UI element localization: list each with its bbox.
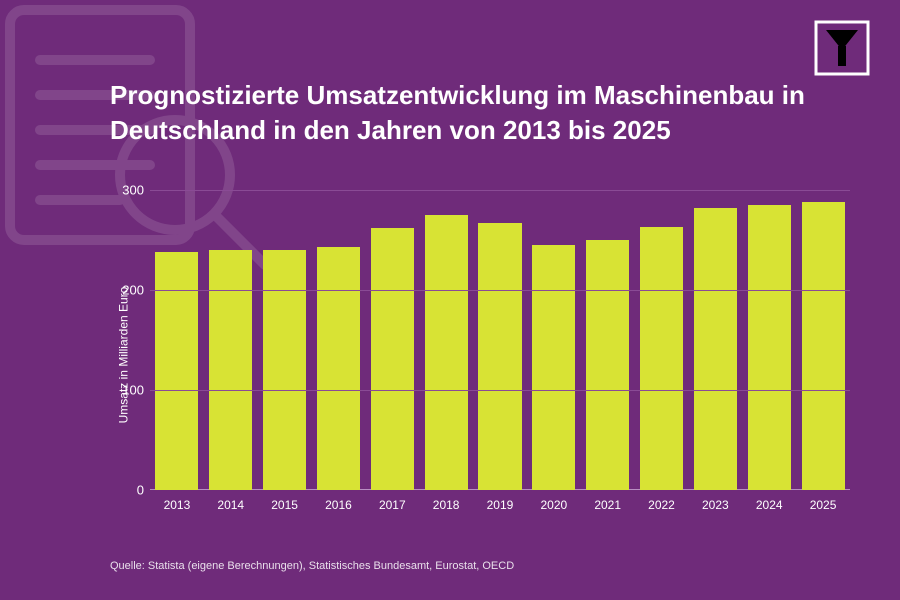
bar-slot: 2014 — [204, 190, 258, 490]
bar — [209, 250, 252, 490]
bar — [694, 208, 737, 490]
bar-slot: 2017 — [365, 190, 419, 490]
x-tick-label: 2019 — [473, 498, 527, 512]
bar — [317, 247, 360, 490]
bar-slot: 2022 — [635, 190, 689, 490]
bar — [802, 202, 845, 490]
grid-line — [150, 190, 850, 191]
bar — [425, 215, 468, 490]
bar-slot: 2016 — [312, 190, 366, 490]
bar — [748, 205, 791, 490]
bar-slot: 2020 — [527, 190, 581, 490]
bar — [263, 250, 306, 490]
bar-slot: 2021 — [581, 190, 635, 490]
x-tick-label: 2017 — [365, 498, 419, 512]
x-tick-label: 2018 — [419, 498, 473, 512]
bar — [586, 240, 629, 490]
y-tick-label: 200 — [110, 283, 144, 298]
y-axis-label: Umsatz in Milliarden Euro — [116, 287, 130, 424]
grid-line — [150, 290, 850, 291]
bar-slot: 2024 — [742, 190, 796, 490]
x-tick-label: 2021 — [581, 498, 635, 512]
y-tick-label: 100 — [110, 383, 144, 398]
x-tick-label: 2013 — [150, 498, 204, 512]
x-tick-label: 2024 — [742, 498, 796, 512]
bar — [371, 228, 414, 490]
x-tick-label: 2022 — [635, 498, 689, 512]
x-tick-label: 2025 — [796, 498, 850, 512]
bar-slot: 2018 — [419, 190, 473, 490]
bar-slot: 2015 — [258, 190, 312, 490]
bars-container: 2013201420152016201720182019202020212022… — [150, 190, 850, 490]
bar — [532, 245, 575, 490]
y-tick-label: 0 — [110, 483, 144, 498]
bar-slot: 2013 — [150, 190, 204, 490]
bar-slot: 2025 — [796, 190, 850, 490]
y-tick-label: 300 — [110, 183, 144, 198]
grid-line — [150, 390, 850, 391]
x-tick-label: 2023 — [688, 498, 742, 512]
bar-chart: Umsatz in Milliarden Euro 20132014201520… — [110, 190, 850, 520]
bar — [155, 252, 198, 490]
bar-slot: 2023 — [688, 190, 742, 490]
infographic-canvas: Prognostizierte Umsatzentwicklung im Mas… — [0, 0, 900, 600]
source-attribution: Quelle: Statista (eigene Berechnungen), … — [110, 560, 514, 572]
x-tick-label: 2020 — [527, 498, 581, 512]
bar — [640, 227, 683, 490]
plot-area: 2013201420152016201720182019202020212022… — [150, 190, 850, 490]
x-tick-label: 2014 — [204, 498, 258, 512]
brand-logo — [814, 20, 870, 76]
x-tick-label: 2015 — [258, 498, 312, 512]
chart-title: Prognostizierte Umsatzentwicklung im Mas… — [110, 78, 840, 148]
x-tick-label: 2016 — [312, 498, 366, 512]
bar-slot: 2019 — [473, 190, 527, 490]
bar — [478, 223, 521, 490]
